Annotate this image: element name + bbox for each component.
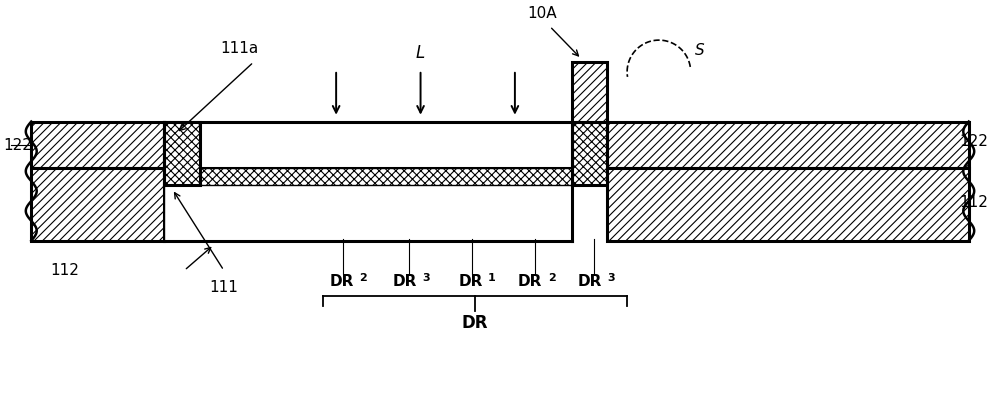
Text: 3: 3 xyxy=(423,272,430,283)
Text: DR: DR xyxy=(393,274,417,289)
Bar xyxy=(572,122,607,185)
Text: S: S xyxy=(695,43,704,58)
Text: DR: DR xyxy=(577,274,602,289)
Text: DR: DR xyxy=(518,274,542,289)
Text: 2: 2 xyxy=(548,272,555,283)
Bar xyxy=(607,122,969,168)
Bar xyxy=(31,168,164,241)
Bar xyxy=(31,122,164,168)
Bar xyxy=(572,122,607,185)
Bar xyxy=(31,122,164,168)
Bar xyxy=(607,168,969,241)
Text: DR: DR xyxy=(458,274,483,289)
Bar xyxy=(164,168,572,241)
Text: 1: 1 xyxy=(488,272,496,283)
Bar xyxy=(164,122,200,185)
Bar xyxy=(164,168,572,185)
Text: 2: 2 xyxy=(359,272,367,283)
Text: 122: 122 xyxy=(959,134,988,149)
Bar xyxy=(164,122,572,168)
Bar xyxy=(572,62,607,122)
Text: 122: 122 xyxy=(3,138,32,153)
Text: 3: 3 xyxy=(607,272,615,283)
Bar xyxy=(572,62,607,122)
Text: 112: 112 xyxy=(51,263,79,278)
Text: 10A: 10A xyxy=(527,6,557,21)
Text: 111a: 111a xyxy=(221,41,259,56)
Text: DR: DR xyxy=(329,274,354,289)
Bar xyxy=(164,122,200,185)
Bar xyxy=(607,122,969,168)
Text: DR: DR xyxy=(462,314,488,332)
Bar xyxy=(164,168,572,185)
Bar xyxy=(31,168,164,241)
Text: L: L xyxy=(416,44,425,62)
Text: 112: 112 xyxy=(959,195,988,210)
Text: 111: 111 xyxy=(209,280,238,295)
Bar xyxy=(607,168,969,241)
